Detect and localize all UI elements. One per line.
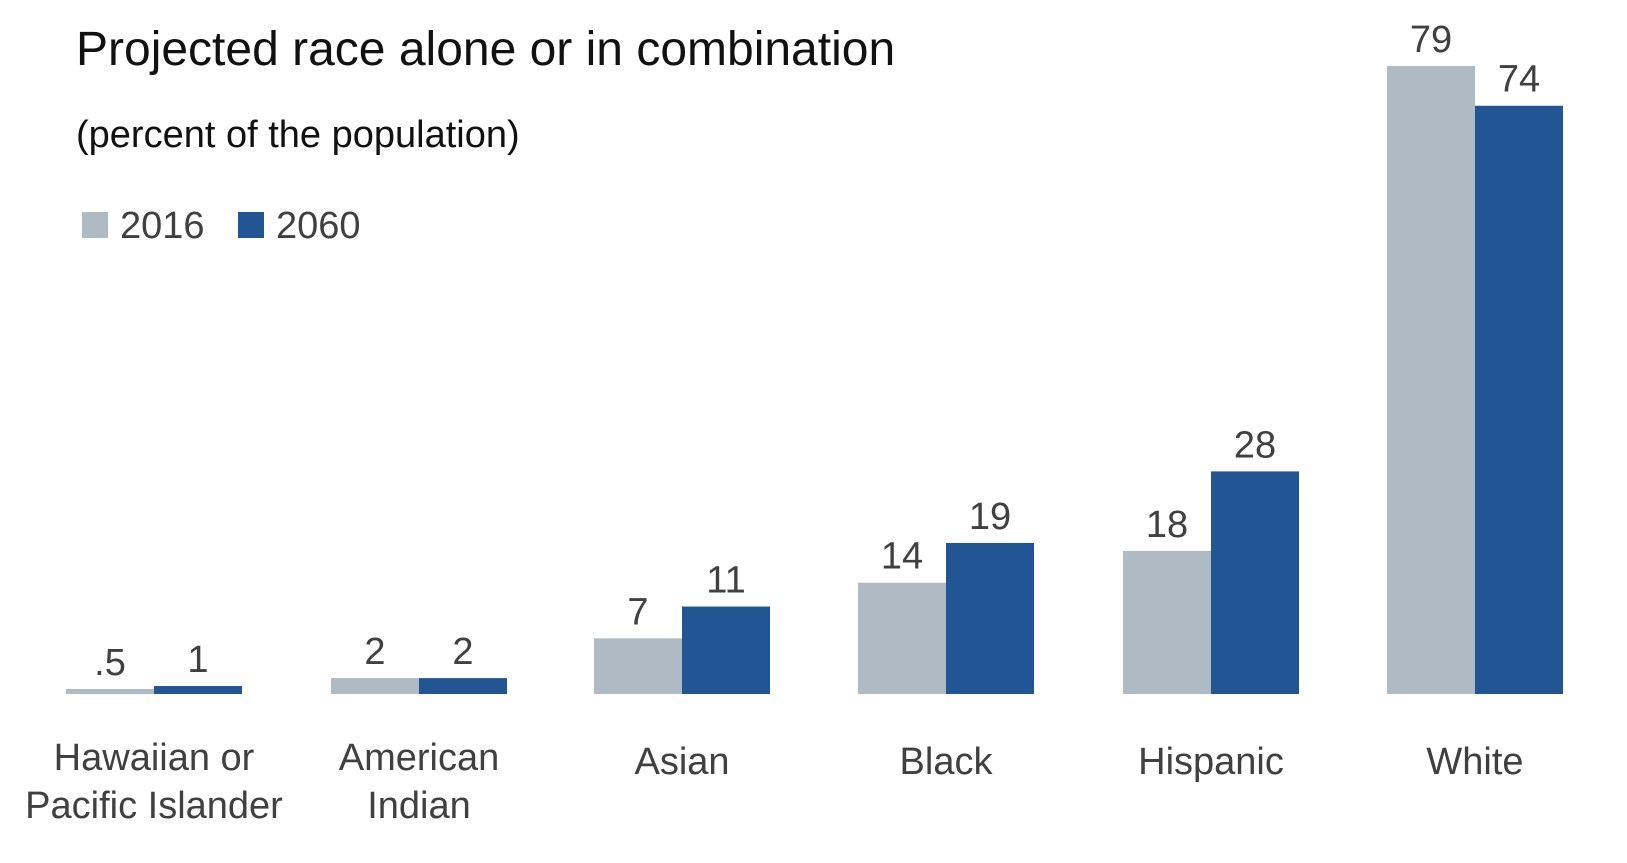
category-labels-group: Hawaiian or Pacific Islander American India… <box>25 737 1523 827</box>
value-label-2016-3: 14 <box>881 536 923 578</box>
category-label-line: White <box>1426 741 1523 783</box>
bar-2016-2 <box>594 638 682 694</box>
value-label-2016-4: 18 <box>1146 504 1188 546</box>
value-label-2060-1: 2 <box>452 631 473 673</box>
legend-label-2060: 2060 <box>276 205 361 247</box>
category-label-line: American <box>339 737 500 779</box>
value-label-2060-3: 19 <box>969 496 1011 538</box>
bar-2016-1 <box>331 678 419 694</box>
value-label-2060-4: 28 <box>1234 424 1276 466</box>
category-label-5: White <box>1426 741 1523 783</box>
chart-title: Projected race alone or in combination <box>76 23 895 76</box>
bar-2060-3 <box>946 542 1034 694</box>
category-label-line: Pacific Islander <box>25 785 283 827</box>
bar-2016-5 <box>1387 66 1475 694</box>
category-label-line: Asian <box>634 741 729 783</box>
value-label-2060-5: 74 <box>1498 59 1540 101</box>
category-label-2: Asian <box>634 741 729 783</box>
value-label-2060-2: 11 <box>706 560 745 602</box>
bar-2016-4 <box>1123 550 1211 694</box>
chart-subtitle: (percent of the population) <box>76 114 520 156</box>
category-label-0: Hawaiian or Pacific Islander <box>25 737 283 827</box>
bar-2060-4 <box>1211 471 1299 694</box>
category-label-line: Hispanic <box>1138 741 1284 783</box>
category-label-line: Hawaiian or <box>54 737 255 779</box>
bar-2060-0 <box>154 686 242 694</box>
legend-swatch-2016 <box>82 212 108 238</box>
category-label-4: Hispanic <box>1138 741 1284 783</box>
value-label-2016-0: .5 <box>94 642 126 684</box>
value-label-2016-1: 2 <box>364 631 385 673</box>
category-label-1: American Indian <box>339 737 500 827</box>
value-label-2060-0: 1 <box>187 639 208 681</box>
bar-2060-1 <box>419 678 507 694</box>
legend: 2016 2060 <box>82 205 361 247</box>
legend-label-2016: 2016 <box>120 205 205 247</box>
legend-swatch-2060 <box>238 212 264 238</box>
bar-2060-2 <box>682 606 770 694</box>
value-labels-group: .5 2 7 14 18 79 1 2 11 19 28 74 <box>94 19 1540 684</box>
bar-2016-3 <box>858 582 946 694</box>
category-label-line: Black <box>900 741 994 783</box>
value-label-2016-2: 7 <box>627 591 648 633</box>
category-label-line: Indian <box>367 785 471 827</box>
bars-group <box>66 66 1563 695</box>
bar-2060-5 <box>1475 105 1563 695</box>
bar-2016-0 <box>66 689 154 694</box>
value-label-2016-5: 79 <box>1410 19 1452 61</box>
category-label-3: Black <box>900 741 994 783</box>
